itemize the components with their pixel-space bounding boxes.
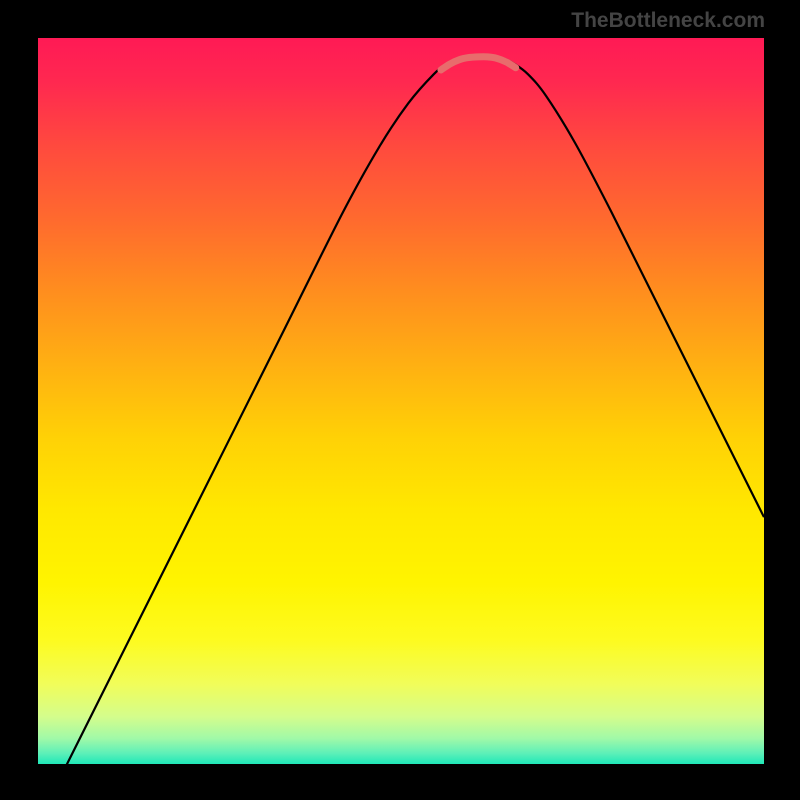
bottleneck-curve <box>60 56 764 764</box>
chart-frame: TheBottleneck.com <box>0 0 800 800</box>
curve-layer <box>38 38 764 764</box>
optimal-zone-marker <box>441 57 516 70</box>
plot-area <box>38 38 764 764</box>
watermark-text: TheBottleneck.com <box>571 9 765 33</box>
